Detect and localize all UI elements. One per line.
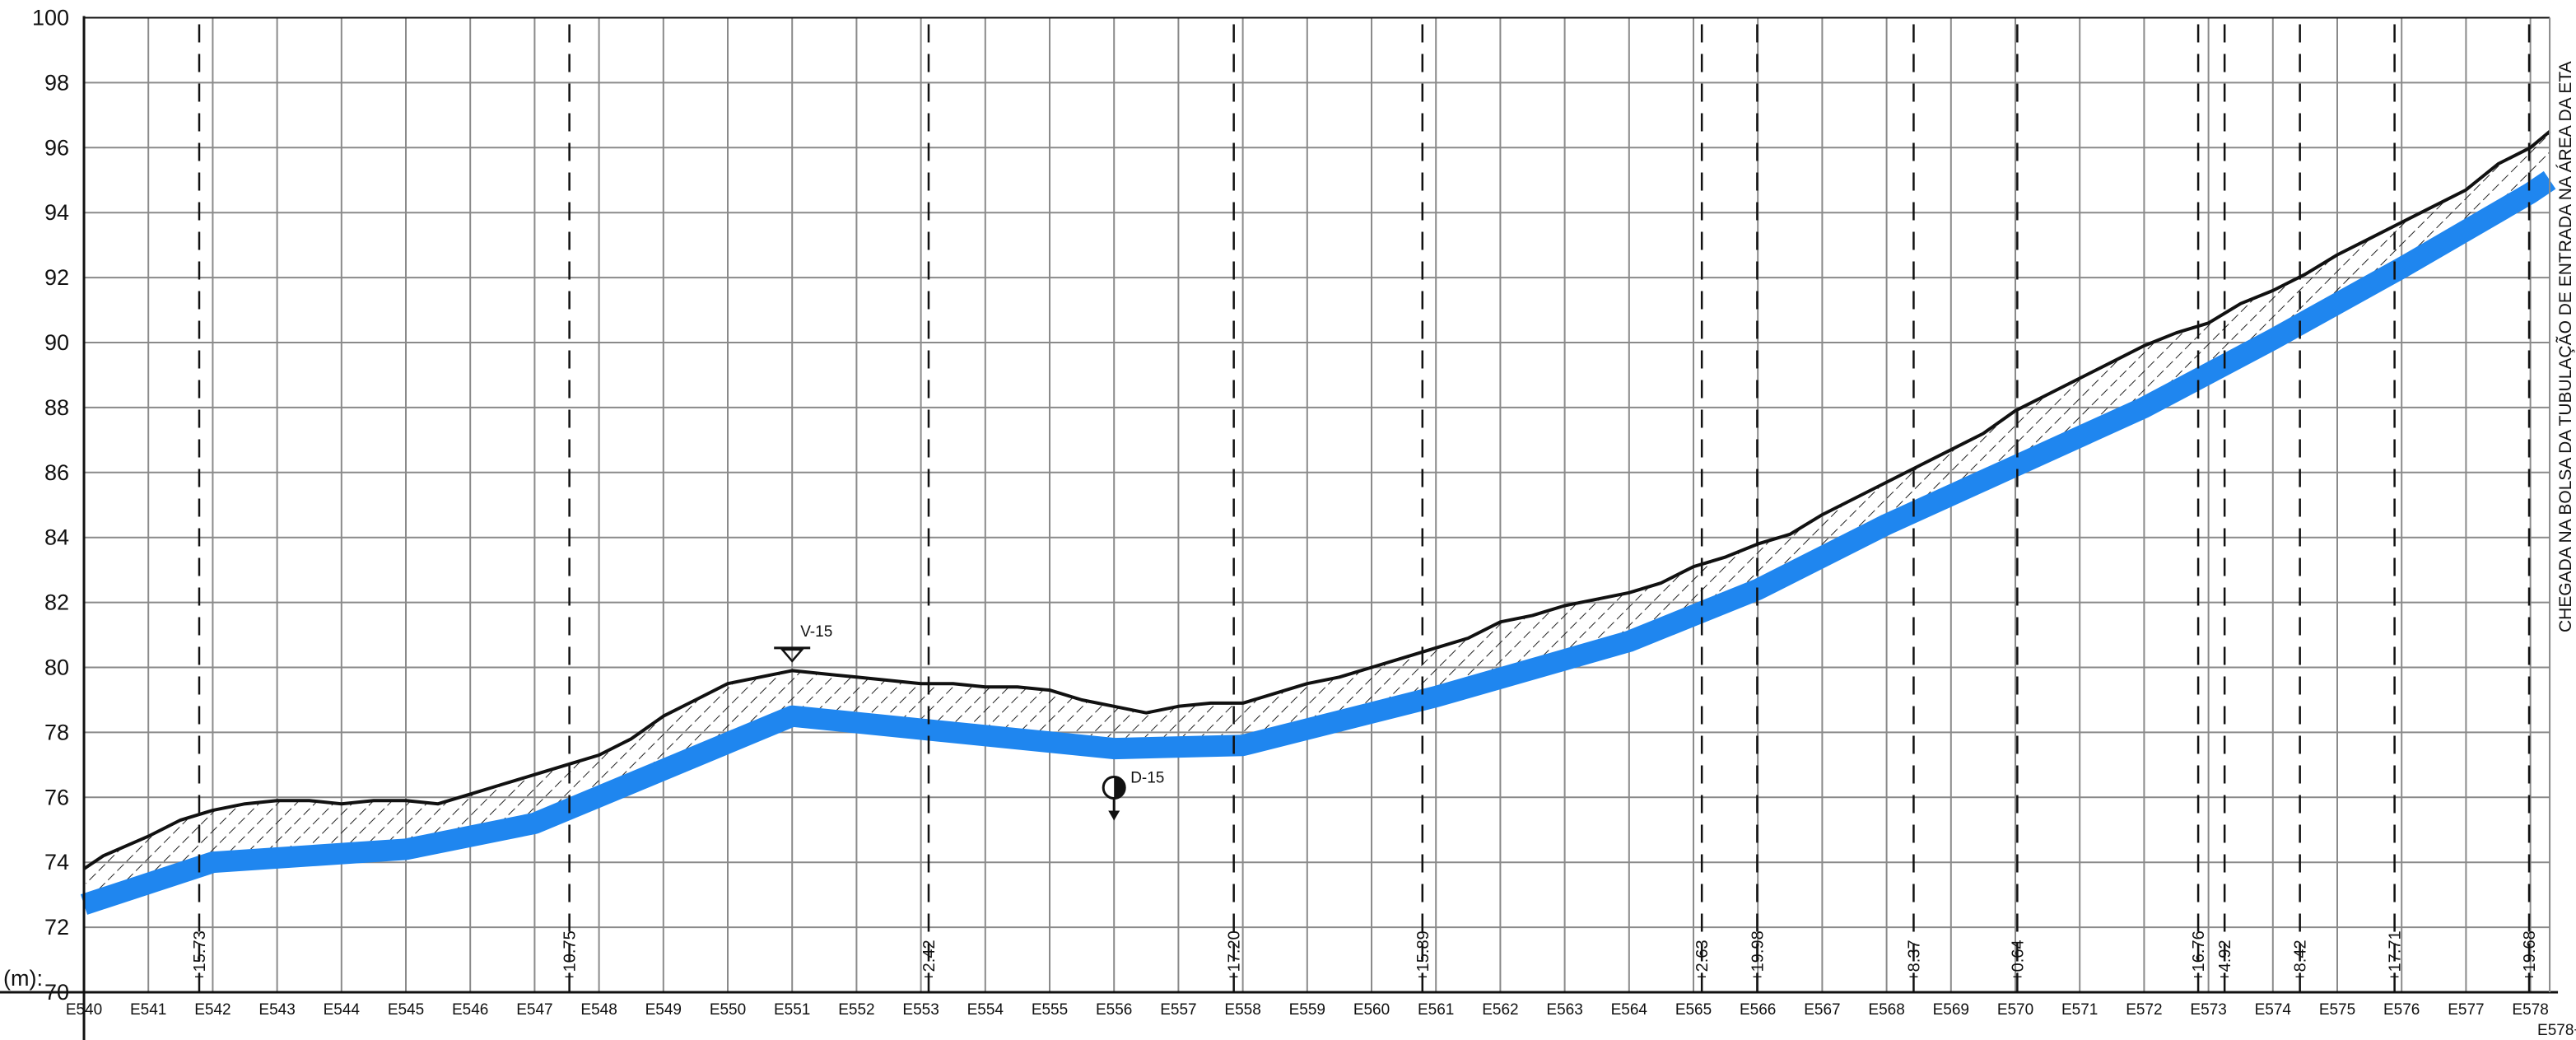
y-tick-label: 90	[44, 330, 69, 355]
interval-label: +17.20	[1226, 930, 1244, 982]
pipe-line	[80, 170, 2556, 915]
side-note: CHEGADA NA BOLSA DA TUBULAÇÃO DE ENTRADA…	[2555, 61, 2575, 632]
y-tick-label: 88	[44, 395, 69, 420]
station-label: E557	[1160, 1001, 1196, 1019]
y-tick-label: 82	[44, 590, 69, 615]
station-label: E559	[1289, 1001, 1325, 1019]
y-tick-label: 86	[44, 460, 69, 485]
station-label: E571	[2061, 1001, 2098, 1019]
interval-label: +2.63	[1693, 940, 1712, 982]
station-label: E547	[516, 1001, 552, 1019]
y-tick-label: 76	[44, 785, 69, 809]
interval-label: +4.92	[2216, 940, 2234, 982]
valve-markers: V-15 D-15	[774, 623, 1164, 821]
station-label: E576	[2383, 1001, 2420, 1019]
profile-axes: 707274767880828486889092949698100E540E54…	[0, 6, 2576, 1040]
interval-label: +19.68	[2521, 930, 2539, 982]
interval-label: +8.37	[1905, 940, 1923, 982]
station-label: E564	[1611, 1001, 1648, 1019]
station-label: E578	[2512, 1001, 2548, 1019]
station-label: E552	[838, 1001, 874, 1019]
drain-valve-icon	[1102, 775, 1126, 821]
station-label: E549	[645, 1001, 682, 1019]
station-label: E554	[967, 1001, 1004, 1019]
station-label: E572	[2126, 1001, 2162, 1019]
station-label: E541	[130, 1001, 166, 1019]
station-label: E553	[902, 1001, 939, 1019]
y-tick-label: 84	[44, 525, 69, 550]
station-label: E569	[1933, 1001, 1969, 1019]
station-label: E543	[259, 1001, 295, 1019]
station-label: E573	[2190, 1001, 2226, 1019]
y-tick-label: 78	[44, 720, 69, 744]
station-label: E545	[388, 1001, 424, 1019]
station-label: E555	[1032, 1001, 1068, 1019]
interval-markers: +15.73 +10.75 +2.42 +17.20 +15.89 +2.63 +19.98…	[191, 24, 2539, 992]
interval-label: +15.73	[191, 930, 209, 982]
unit-label: (m):	[3, 966, 43, 991]
station-label: E551	[774, 1001, 810, 1019]
station-label: E570	[1997, 1001, 2033, 1019]
cover-fill-area	[84, 131, 2550, 893]
station-label: E544	[324, 1001, 361, 1019]
station-label: E546	[452, 1001, 488, 1019]
y-tick-label: 94	[44, 200, 69, 225]
station-label: E566	[1740, 1001, 1776, 1019]
station-label: E550	[710, 1001, 746, 1019]
station-label: E565	[1675, 1001, 1712, 1019]
y-tick-label: 98	[44, 70, 69, 95]
air-valve-icon	[774, 646, 811, 663]
valve-label: D-15	[1130, 769, 1164, 786]
interval-label: +10.75	[561, 930, 580, 982]
drain-valve-arrow	[1108, 810, 1120, 821]
interval-label: +19.98	[1749, 930, 1767, 982]
y-tick-label: 72	[44, 915, 69, 940]
station-label: E558	[1224, 1001, 1260, 1019]
valve-label: V-15	[800, 623, 832, 641]
y-tick-label: 96	[44, 135, 69, 160]
interval-label: +15.89	[1414, 930, 1432, 982]
y-tick-label: 100	[32, 6, 69, 30]
station-label: E567	[1804, 1001, 1840, 1019]
interval-label: +17.71	[2387, 930, 2405, 982]
interval-label: +16.76	[2190, 930, 2208, 982]
station-label: E561	[1418, 1001, 1454, 1019]
cover-hatch	[84, 131, 2550, 893]
interval-label: +8.42	[2292, 940, 2310, 982]
interval-label: +0.64	[2009, 940, 2027, 982]
station-label: E542	[194, 1001, 231, 1019]
y-tick-label: 74	[44, 850, 69, 874]
station-label: E563	[1546, 1001, 1582, 1019]
station-label: E562	[1482, 1001, 1518, 1019]
y-tick-label: 92	[44, 265, 69, 290]
end-station-label: E578+5	[2537, 1022, 2576, 1039]
pipe-band	[80, 170, 2556, 915]
station-label: E577	[2448, 1001, 2484, 1019]
interval-label: +2.42	[920, 940, 939, 982]
ground-line	[82, 130, 2551, 870]
station-label: E556	[1096, 1001, 1132, 1019]
station-label: E575	[2319, 1001, 2355, 1019]
y-tick-label: 80	[44, 655, 69, 680]
station-label: E560	[1353, 1001, 1390, 1019]
station-label: E568	[1868, 1001, 1904, 1019]
ground-profile	[82, 130, 2551, 870]
station-label: E548	[580, 1001, 617, 1019]
station-label: E574	[2255, 1001, 2292, 1019]
air-valve-triangle	[780, 648, 804, 663]
drain-valve-half	[1114, 777, 1125, 799]
